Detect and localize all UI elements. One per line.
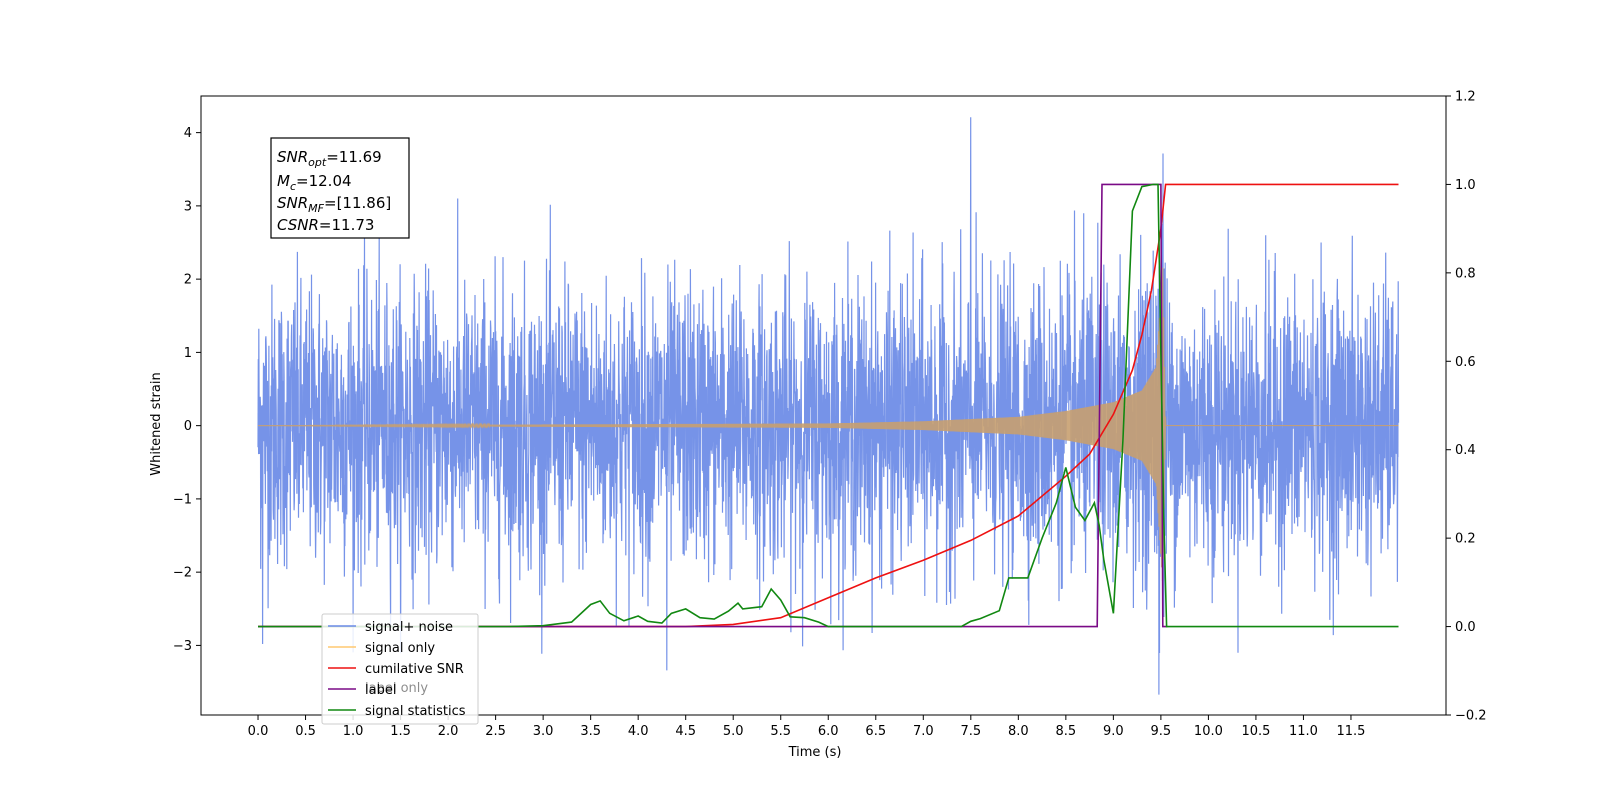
- legend-text-label: label: [365, 683, 396, 698]
- y-left-tick-label: 0: [184, 419, 192, 434]
- y-right-tick-label: 1.2: [1455, 90, 1476, 105]
- x-tick-label: 3.0: [533, 724, 554, 739]
- y-right-tick-label: 0.8: [1455, 266, 1476, 281]
- x-axis-ticks: 0.0 0.5 1.0 1.5 2.0 2.5 3.0 3.5 4.0 4.5 5.0 5.5 6.0 6…: [248, 715, 1365, 739]
- x-tick-label: 7.0: [913, 724, 934, 739]
- x-tick-label: 4.5: [675, 724, 696, 739]
- series-signal-only: [258, 267, 1399, 581]
- x-tick-label: 2.0: [438, 724, 459, 739]
- signal-trace: [258, 267, 1399, 581]
- legend-text-signal-statistics: signal statistics: [365, 704, 466, 719]
- series-signal-noise: [257, 117, 1400, 695]
- x-tick-label: 6.0: [818, 724, 839, 739]
- y-right-tick-label: 1.0: [1455, 178, 1476, 193]
- x-tick-label: 5.0: [723, 724, 744, 739]
- x-tick-label: 3.5: [580, 724, 601, 739]
- x-tick-label: 6.5: [865, 724, 886, 739]
- x-tick-label: 11.0: [1289, 724, 1318, 739]
- y-left-tick-label: 3: [184, 199, 192, 214]
- axes-frame: [200, 95, 1447, 716]
- info-box-border: [270, 137, 410, 239]
- x-axis-title: Time (s): [788, 745, 842, 760]
- y-right-tick-label: 0.2: [1455, 532, 1476, 547]
- info-box: SNRopt=11.69 Mc=12.04 SNRMF=[11.86] CSNR…: [270, 137, 410, 239]
- y-left-tick-label: −2: [173, 566, 192, 581]
- x-tick-label: 10.5: [1241, 724, 1270, 739]
- x-tick-label: 0.5: [295, 724, 316, 739]
- y-left-tick-label: 4: [184, 126, 192, 141]
- x-tick-label: 0.0: [248, 724, 269, 739]
- y-axis-left-ticks: −3 −2 −1 0 1 2 3 4: [173, 126, 201, 654]
- legend-text-cumulative-snr: cumilative SNR: [365, 662, 464, 677]
- x-tick-label: 11.5: [1336, 724, 1365, 739]
- noise-trace: [257, 117, 1400, 695]
- x-tick-label: 5.5: [770, 724, 791, 739]
- y-left-tick-label: −3: [173, 639, 192, 654]
- y-right-tick-label: −0.2: [1455, 709, 1487, 724]
- y-axis-title: Whitened strain: [149, 372, 164, 475]
- info-mc: Mc=12.04: [277, 172, 352, 193]
- x-tick-label: 4.0: [628, 724, 649, 739]
- series-signal-statistics: [258, 183, 1399, 628]
- x-tick-label: 2.5: [485, 724, 506, 739]
- x-tick-label: 9.5: [1151, 724, 1172, 739]
- y-right-tick-label: 0.4: [1455, 443, 1476, 458]
- legend-text-signal-only: signal only: [365, 641, 435, 656]
- y-left-tick-label: 1: [184, 346, 192, 361]
- legend-text-signal-noise: signal+ noise: [365, 620, 453, 635]
- y-left-tick-label: −1: [173, 492, 192, 507]
- x-tick-label: 1.0: [343, 724, 364, 739]
- legend-frame: [321, 613, 479, 725]
- series-cumulative-snr: [258, 183, 1399, 628]
- y-right-tick-label: 0.0: [1455, 620, 1476, 635]
- info-snr-mf: SNRMF=[11.86]: [277, 194, 391, 215]
- x-tick-label: 8.0: [1008, 724, 1029, 739]
- y-axis-right-ticks: −0.2 0.0 0.2 0.4 0.6 0.8 1.0 1.2: [1446, 90, 1487, 724]
- plot-area: [257, 117, 1400, 695]
- x-tick-label: 10.0: [1194, 724, 1223, 739]
- y-left-tick-label: 2: [184, 273, 192, 288]
- x-tick-label: 9.0: [1103, 724, 1124, 739]
- info-snr-opt: SNRopt=11.69: [277, 148, 382, 169]
- legend-text-label-only: label only: [365, 681, 428, 696]
- y-right-tick-label: 0.6: [1455, 355, 1476, 370]
- x-tick-label: 7.5: [960, 724, 981, 739]
- x-tick-label: 8.5: [1056, 724, 1077, 739]
- legend: label only signal+ noise signal only cum…: [321, 613, 479, 725]
- info-csnr: CSNR=11.73: [277, 216, 374, 234]
- x-tick-label: 1.5: [390, 724, 411, 739]
